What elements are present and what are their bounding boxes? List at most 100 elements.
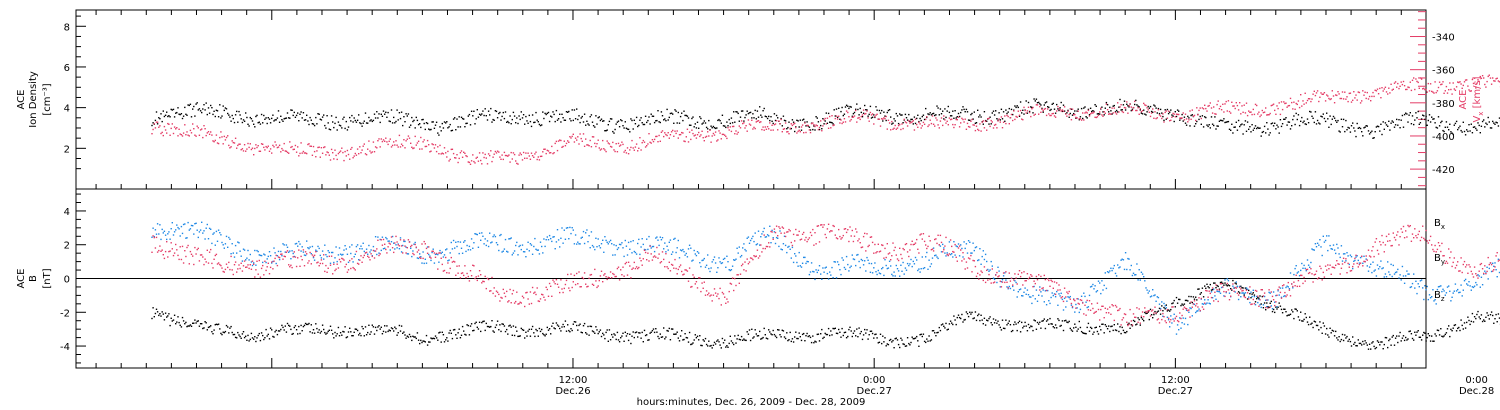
ion-density-series-point <box>1310 111 1312 113</box>
ion-density-series-point <box>213 110 215 112</box>
ion-density-series-point <box>1478 124 1480 127</box>
velocity-series-point <box>472 154 474 156</box>
ion-density-series-point <box>1174 111 1176 113</box>
velocity-series-point <box>1405 88 1407 91</box>
ion-density-series-point <box>1451 132 1453 134</box>
velocity-series-point <box>586 144 588 146</box>
bx-series-point <box>299 332 301 335</box>
ion-density-series-point <box>399 117 402 120</box>
velocity-series-point <box>275 144 277 146</box>
velocity-series-point <box>623 151 625 153</box>
velocity-series-point <box>743 122 745 124</box>
velocity-series-point <box>642 139 644 142</box>
ion-density-series-point <box>249 116 251 119</box>
velocity-series-point <box>668 137 670 139</box>
ion-density-series-point <box>1047 106 1049 108</box>
velocity-series-point <box>482 152 484 154</box>
velocity-series-point <box>533 156 535 158</box>
ion-density-series-point <box>1376 125 1379 127</box>
velocity-series-point <box>328 154 330 156</box>
ion-density-series-point <box>1171 114 1173 116</box>
bx-series-point <box>862 334 865 336</box>
velocity-series-point <box>612 141 614 144</box>
bx-series-point <box>674 333 676 335</box>
velocity-series-point <box>714 131 717 133</box>
ion-density-series-point <box>170 108 172 111</box>
ion-density-series-point <box>422 118 424 121</box>
ion-density-series-point <box>247 123 249 125</box>
ion-density-series-point <box>1120 109 1122 111</box>
velocity-series-point <box>1123 106 1126 109</box>
bx-series-point <box>1028 326 1031 329</box>
velocity-series-point <box>487 153 490 155</box>
ion-density-series-point <box>402 124 404 127</box>
bx-series-point <box>1010 330 1013 333</box>
velocity-series-point <box>434 144 437 146</box>
ion-density-series-point <box>561 113 563 115</box>
ion-density-series-point <box>230 120 232 122</box>
velocity-series-point <box>530 152 533 154</box>
bx-series-point <box>539 330 542 333</box>
velocity-series-point <box>711 135 713 137</box>
ion-density-series-point <box>1283 118 1285 120</box>
top-left-tick-label: 8 <box>64 22 70 33</box>
ion-density-series-point <box>655 120 657 122</box>
velocity-series-point <box>376 147 378 149</box>
velocity-series-point <box>442 153 445 155</box>
velocity-series-point <box>1345 98 1347 100</box>
velocity-series-point <box>1495 78 1497 80</box>
ion-density-series-point <box>568 110 570 113</box>
ion-density-series-point <box>1291 125 1293 127</box>
ion-density-series-point <box>580 117 582 119</box>
ion-density-series-point <box>1166 108 1169 111</box>
bx-series-point <box>307 323 309 326</box>
velocity-series-point <box>249 143 251 145</box>
bx-series-point <box>695 337 698 339</box>
velocity-series-point <box>333 158 335 160</box>
velocity-series-point <box>970 120 972 122</box>
velocity-series-point <box>1301 105 1303 107</box>
ion-density-series-point <box>847 105 849 107</box>
velocity-series-point <box>1131 109 1134 112</box>
velocity-series-point <box>881 118 883 120</box>
velocity-series-point <box>466 155 468 158</box>
ion-density-series-point <box>1126 103 1128 105</box>
ion-density-series-point <box>1101 106 1103 108</box>
velocity-series-point <box>660 131 663 133</box>
ion-density-series-point <box>311 123 314 125</box>
ion-density-series-point <box>560 121 562 123</box>
bx-series-point <box>199 323 202 325</box>
velocity-series-point <box>1119 106 1121 108</box>
velocity-series-point <box>1306 99 1309 102</box>
velocity-series-point <box>640 149 642 151</box>
ion-density-series-point <box>336 129 338 131</box>
bx-series-point <box>208 326 211 328</box>
ion-density-series-point <box>1408 114 1410 116</box>
velocity-series-point <box>916 123 918 126</box>
ion-density-series-point <box>965 108 968 111</box>
ion-density-series-point <box>329 129 332 131</box>
bx-series-point <box>683 338 685 341</box>
velocity-series-point <box>1302 100 1304 102</box>
ion-density-series-point <box>219 104 221 106</box>
velocity-series-point <box>594 142 596 145</box>
velocity-series-point <box>1486 80 1488 83</box>
velocity-series-point <box>1458 81 1460 84</box>
ion-density-series-point <box>428 128 430 130</box>
ion-density-series-point <box>770 116 772 118</box>
ion-density-series-point <box>1340 118 1343 120</box>
ion-density-series-point <box>925 107 927 110</box>
velocity-series-point <box>1319 96 1321 98</box>
bx-series-point <box>724 339 726 341</box>
velocity-series-point <box>326 151 328 153</box>
velocity-series-point <box>983 127 986 129</box>
bx-series-point <box>185 321 187 324</box>
velocity-series-point <box>999 121 1001 123</box>
velocity-series-point <box>1210 107 1213 109</box>
ion-density-series-point <box>722 125 725 127</box>
bx-series-point <box>158 314 160 317</box>
velocity-series-point <box>648 133 650 135</box>
velocity-series-point <box>1122 111 1125 114</box>
velocity-series-point <box>913 129 916 131</box>
ion-density-series-point <box>1053 108 1056 110</box>
